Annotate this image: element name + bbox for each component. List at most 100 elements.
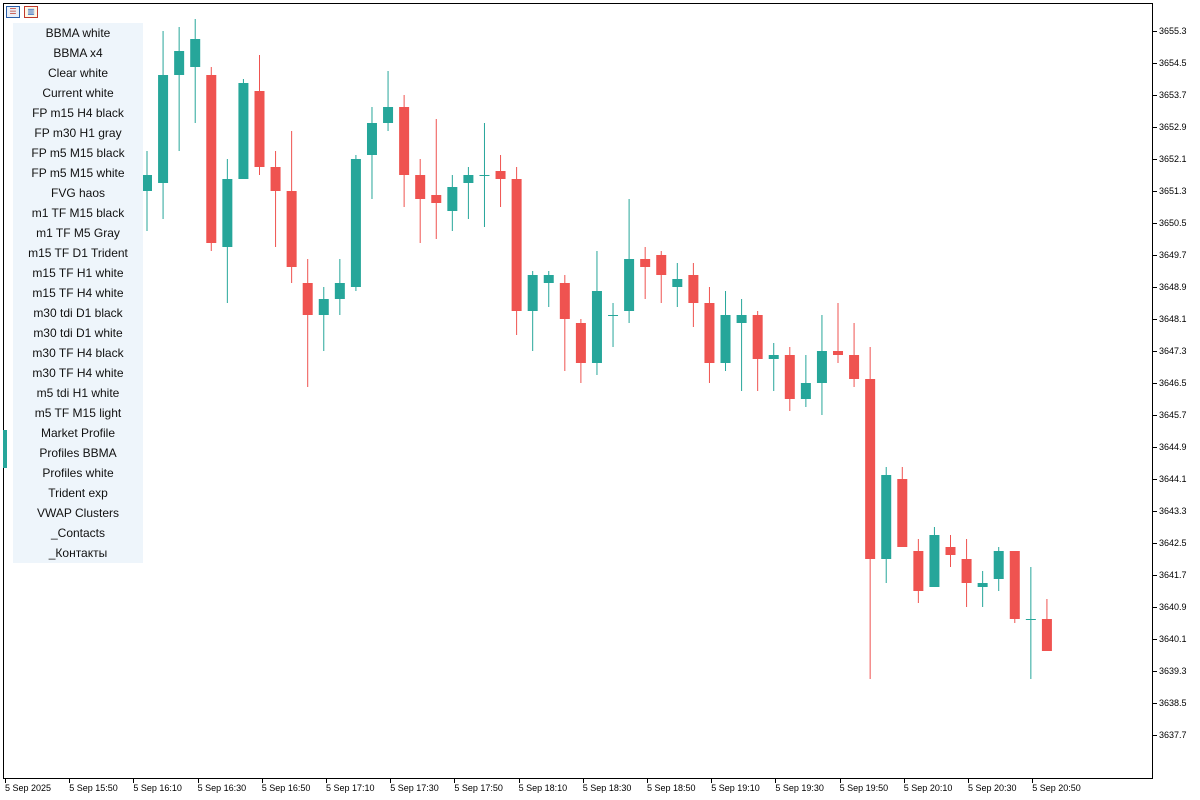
candle-body (672, 279, 683, 287)
price-tick-label: 3653.7 (1153, 90, 1187, 100)
candle-body (334, 283, 345, 299)
candle-body (238, 83, 249, 179)
price-tick-label: 3648.1 (1153, 314, 1187, 324)
candle-body (704, 303, 715, 363)
price-tick-label: 3644.9 (1153, 442, 1187, 452)
menu-item[interactable]: _Контакты (48, 546, 108, 560)
bear-candle (575, 319, 586, 383)
candle-body (350, 159, 361, 287)
menu-item[interactable]: m30 TF H4 black (32, 346, 124, 360)
candle-body (977, 583, 988, 587)
menu-item[interactable]: m5 tdi H1 white (36, 386, 120, 400)
menu-item[interactable]: Profiles BBMA (39, 446, 117, 460)
menu-item[interactable]: FVG haos (50, 186, 106, 200)
candle-body (142, 175, 152, 191)
toolbar: ☰ ▥ (6, 6, 38, 22)
candle-body (270, 167, 281, 191)
bull-candle (543, 271, 554, 307)
menu-item[interactable]: FP m30 H1 gray (34, 126, 122, 140)
candle-body (383, 107, 394, 123)
menu-item[interactable]: m15 TF D1 Trident (28, 246, 128, 260)
candle-body (575, 323, 586, 363)
menu-item[interactable]: FP m5 M15 black (31, 146, 125, 160)
menu-item[interactable]: Current white (42, 86, 114, 100)
candle-body (913, 551, 924, 591)
bear-candle (784, 347, 795, 411)
candle-body (640, 259, 651, 267)
candle-body (511, 179, 522, 311)
candle-body (1041, 619, 1052, 651)
time-tick-label: 5 Sep 15:50 (69, 779, 118, 793)
candle-body (431, 195, 442, 203)
menu-item[interactable]: m30 tdi D1 white (33, 326, 123, 340)
menu-item[interactable]: m1 TF M15 black (31, 206, 125, 220)
candle-body (399, 107, 410, 175)
bear-candle (704, 287, 715, 383)
menu-item[interactable]: m15 TF H4 white (32, 286, 124, 300)
price-tick-label: 3649.7 (1153, 250, 1187, 260)
bear-candle (302, 259, 313, 387)
bear-candle (511, 167, 522, 335)
bull-candle (447, 175, 458, 231)
bull-candle (479, 123, 490, 227)
menu-item[interactable]: Profiles white (42, 466, 114, 480)
menu-item[interactable]: VWAP Clusters (36, 506, 120, 520)
menu-item[interactable]: m15 TF H1 white (32, 266, 124, 280)
candle-body (302, 283, 313, 315)
bear-candle (206, 67, 217, 251)
menu-item[interactable]: _Contacts (50, 526, 106, 540)
candle-body (720, 315, 731, 363)
bull-candle (800, 355, 811, 407)
menu-item[interactable]: Clear white (47, 66, 109, 80)
candle-body (961, 559, 972, 583)
menu-item[interactable]: Market Profile (40, 426, 116, 440)
bear-candle (559, 275, 570, 371)
time-tick-label: 5 Sep 18:50 (647, 779, 696, 793)
candle-body (479, 175, 490, 176)
candle-body (897, 479, 908, 547)
price-tick-label: 3654.5 (1153, 58, 1187, 68)
candle-body (849, 355, 860, 379)
bull-candle (768, 343, 779, 391)
time-tick-label: 5 Sep 17:30 (390, 779, 439, 793)
bull-candle (608, 303, 619, 347)
price-tick-label: 3638.5 (1153, 698, 1187, 708)
price-tick-label: 3647.3 (1153, 346, 1187, 356)
time-tick-label: 5 Sep 16:50 (261, 779, 310, 793)
bear-candle (270, 151, 281, 247)
bear-candle (913, 539, 924, 603)
time-tick-label: 5 Sep 17:50 (454, 779, 503, 793)
bear-candle (495, 155, 506, 207)
bear-candle (399, 95, 410, 207)
list-icon[interactable]: ☰ (6, 6, 20, 18)
candle-body (366, 123, 377, 155)
menu-item[interactable]: m30 TF H4 white (32, 366, 124, 380)
menu-item[interactable]: m5 TF M15 light (34, 406, 122, 420)
bull-candle (624, 199, 635, 323)
price-tick-label: 3648.9 (1153, 282, 1187, 292)
chart-icon[interactable]: ▥ (24, 6, 38, 18)
bull-candle (736, 299, 747, 391)
bull-candle (977, 571, 988, 607)
menu-item[interactable]: BBMA x4 (53, 46, 103, 60)
candle-body (624, 259, 635, 311)
candle-body (158, 75, 169, 183)
menu-item[interactable]: Trident exp (48, 486, 108, 500)
chart-area[interactable] (3, 3, 1153, 779)
menu-item[interactable]: m1 TF M5 Gray (36, 226, 120, 240)
bear-candle (961, 539, 972, 607)
bull-candle (672, 263, 683, 307)
menu-item[interactable]: m30 tdi D1 black (33, 306, 123, 320)
price-tick-label: 3650.5 (1153, 218, 1187, 228)
bear-candle (945, 535, 956, 567)
candle-body (527, 275, 538, 311)
menu-item[interactable]: FP m5 M15 white (31, 166, 125, 180)
bull-candle (366, 107, 377, 199)
bull-candle (816, 315, 827, 415)
menu-item[interactable]: BBMA white (45, 26, 111, 40)
bear-candle (688, 263, 699, 327)
candle-body (800, 383, 811, 399)
bear-candle (865, 347, 876, 679)
candlestick-chart[interactable] (3, 3, 1153, 779)
menu-item[interactable]: FP m15 H4 black (32, 106, 124, 120)
